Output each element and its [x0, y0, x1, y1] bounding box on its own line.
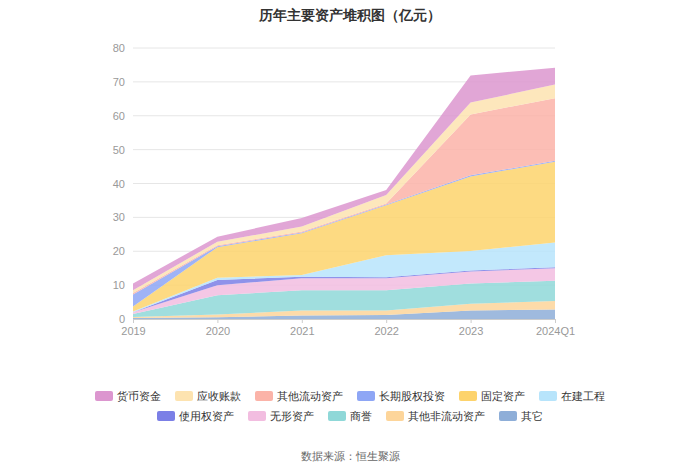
tick: 60: [113, 110, 133, 122]
legend-label: 固定资产: [481, 390, 525, 403]
tick-label: 20: [113, 245, 125, 257]
legend-row: 货币资金 应收账款 其他流动资产 长期股权投资 固定资产 在建工程: [95, 390, 605, 403]
legend-swatch: [175, 391, 193, 401]
legend-label: 无形资产: [270, 410, 314, 423]
tick: 20: [113, 245, 133, 257]
legend-swatch: [248, 411, 266, 421]
tick-label: 80: [113, 42, 125, 54]
tick-label: 10: [113, 279, 125, 291]
legend-label: 在建工程: [561, 390, 605, 403]
tick-label: 2022: [374, 325, 398, 337]
tick-label: 0: [119, 313, 125, 325]
chart: 历年主要资产堆积图（亿元）010203040506070802019202020…: [0, 0, 700, 473]
legend-item[interactable]: 商誉: [328, 410, 372, 423]
tick: 10: [113, 279, 133, 291]
legend-label: 商誉: [350, 410, 372, 423]
area: [133, 68, 555, 291]
legend-row: 使用权资产 无形资产 商誉 其他非流动资产 其它: [157, 410, 543, 423]
legend-label: 货币资金: [117, 390, 161, 403]
legend-swatch: [386, 411, 404, 421]
legend-swatch: [255, 391, 273, 401]
tick-label: 40: [113, 178, 125, 190]
legend-swatch: [95, 391, 113, 401]
legend-swatch: [499, 411, 517, 421]
tick: 70: [113, 76, 133, 88]
legend-item[interactable]: 无形资产: [248, 410, 314, 423]
legend-label: 其他非流动资产: [408, 410, 485, 423]
tick: 2021: [290, 319, 314, 337]
area: [133, 162, 555, 312]
tick-label: 2021: [290, 325, 314, 337]
tick-label: 2020: [206, 325, 230, 337]
tick-mark: [555, 319, 556, 323]
tick: 50: [113, 144, 133, 156]
legend-item[interactable]: 使用权资产: [157, 410, 234, 423]
tick: 2020: [206, 319, 230, 337]
legend-label: 其他流动资产: [277, 390, 343, 403]
legend-swatch: [157, 411, 175, 421]
tick: 2019: [121, 319, 145, 337]
grid-line: [133, 48, 555, 49]
tick: 30: [113, 211, 133, 223]
legend-swatch: [539, 391, 557, 401]
legend-swatch: [357, 391, 375, 401]
axis-line: [133, 49, 134, 320]
tick-mark: [386, 319, 387, 323]
tick: 0: [119, 313, 133, 325]
legend-item[interactable]: 固定资产: [459, 390, 525, 403]
tick-label: 2019: [121, 325, 145, 337]
tick-label: 60: [113, 110, 125, 122]
legend-item[interactable]: 其它: [499, 410, 543, 423]
legend-label: 长期股权投资: [379, 390, 445, 403]
tick: 2024Q1: [536, 319, 575, 337]
legend-item[interactable]: 在建工程: [539, 390, 605, 403]
legend: 货币资金 应收账款 其他流动资产 长期股权投资 固定资产 在建工程使用权资产 无形资产 商誉 其…: [95, 390, 605, 423]
tick: 2022: [374, 319, 398, 337]
y-axis: 0 10 20 30 40 50 60 70 80: [113, 42, 134, 325]
x-axis: 2019 2020 2021 2022 2023 2024Q1: [121, 319, 575, 337]
legend-label: 应收账款: [197, 390, 241, 403]
source: 数据来源：恒生聚源: [301, 450, 400, 463]
legend-swatch: [459, 391, 477, 401]
tick-label: 30: [113, 211, 125, 223]
axis-line: [134, 320, 556, 324]
legend-swatch: [328, 411, 346, 421]
legend-item[interactable]: 应收账款: [175, 390, 241, 403]
tick-label: 2024Q1: [536, 325, 575, 337]
legend-label: 其它: [521, 410, 543, 423]
tick: 2023: [459, 319, 483, 337]
area: [133, 85, 555, 293]
tick-mark: [133, 319, 134, 323]
legend-item[interactable]: 长期股权投资: [357, 390, 445, 403]
tick: 80: [113, 42, 133, 54]
tick-mark: [471, 319, 472, 323]
grid: [133, 48, 555, 319]
tick-label: 70: [113, 76, 125, 88]
legend-label: 使用权资产: [179, 410, 234, 423]
tick-mark: [217, 319, 218, 323]
area: [133, 98, 555, 294]
legend-item[interactable]: 其他非流动资产: [386, 410, 485, 423]
areas: [133, 68, 555, 319]
tick-label: 50: [113, 144, 125, 156]
legend-item[interactable]: 其他流动资产: [255, 390, 343, 403]
tick-mark: [302, 319, 303, 323]
title: 历年主要资产堆积图（亿元）: [258, 7, 441, 23]
tick: 40: [113, 178, 133, 190]
legend-item[interactable]: 货币资金: [95, 390, 161, 403]
area: [133, 161, 555, 307]
tick-label: 2023: [459, 325, 483, 337]
